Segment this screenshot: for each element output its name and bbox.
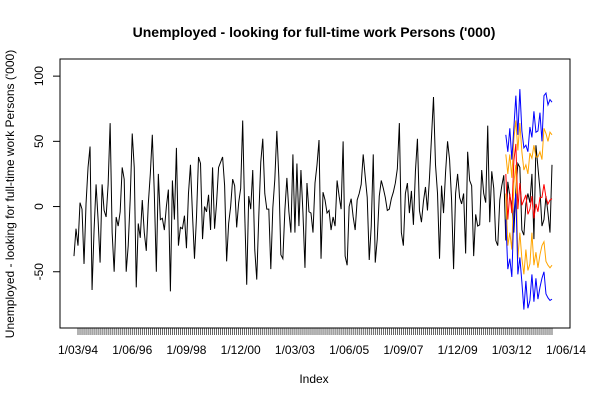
series-layer [74, 89, 552, 309]
chart-title: Unemployed - looking for full-time work … [133, 24, 496, 40]
x-tick-label: 1/09/07 [383, 343, 423, 357]
x-tick-label: 1/03/12 [492, 343, 532, 357]
x-tick-label: 1/06/05 [329, 343, 369, 357]
series-line-1 [74, 97, 552, 291]
x-tick-label: 1/03/03 [275, 343, 315, 357]
y-axis: -50 0 50 100 [32, 66, 60, 281]
y-axis-label: Unemployed - looking for full-time work … [3, 50, 17, 338]
x-tick-label: 1/06/96 [112, 343, 152, 357]
x-tick-label: 1/12/00 [221, 343, 261, 357]
x-axis: 1/03/94 1/06/96 1/09/98 1/12/00 1/03/03 1/06/… [58, 328, 586, 357]
y-tick-label: -50 [32, 263, 46, 281]
x-tick-label: 1/03/94 [58, 343, 98, 357]
x-tick-label: 1/06/14 [546, 343, 586, 357]
y-tick-label: 100 [32, 66, 46, 86]
series-line-5 [506, 89, 552, 159]
x-axis-label: Index [299, 372, 328, 386]
y-tick-label: 0 [32, 203, 46, 210]
x-tick-label: 1/09/98 [166, 343, 206, 357]
y-tick-label: 50 [32, 134, 46, 148]
x-tick-label: 1/12/09 [438, 343, 478, 357]
